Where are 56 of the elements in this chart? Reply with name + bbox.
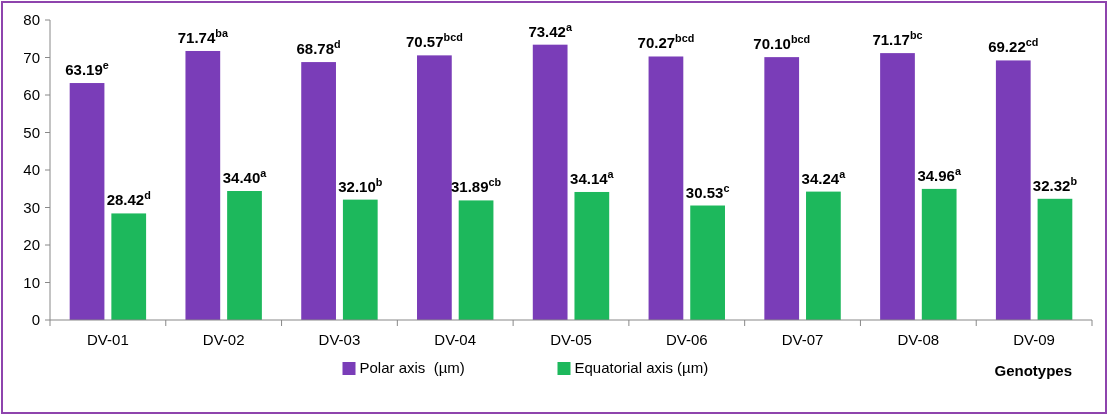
- y-tick-label: 20: [23, 236, 40, 254]
- data-label: 69.22$^{cd}$: [988, 36, 1039, 56]
- bar: [417, 55, 452, 320]
- y-tick-label: 80: [23, 11, 40, 29]
- y-tick-label: 30: [23, 198, 40, 216]
- legend-label: Equatorial axis (µm): [574, 359, 709, 376]
- x-tick-label: DV-03: [318, 331, 361, 348]
- y-tick-label: 60: [23, 86, 40, 104]
- bar: [69, 83, 105, 320]
- data-label: 34.96$^{a}$: [917, 164, 962, 184]
- x-tick-label: DV-08: [897, 331, 940, 348]
- x-tick-label: DV-01: [87, 331, 129, 348]
- bar: [1037, 198, 1073, 320]
- bar: [111, 213, 147, 320]
- data-label: 32.10$^{b}$: [338, 175, 383, 195]
- data-label: 70.27$^{bcd}$: [637, 32, 695, 52]
- data-label: 32.32$^{b}$: [1032, 174, 1078, 194]
- x-tick-label: DV-07: [781, 331, 824, 348]
- x-axis-title: Genotypes: [994, 362, 1072, 379]
- x-tick-label: DV-09: [1013, 331, 1055, 348]
- bar: [301, 62, 336, 320]
- bar: [806, 191, 841, 320]
- bar: [458, 200, 494, 320]
- y-tick-label: 10: [23, 273, 40, 291]
- bar: [921, 188, 957, 320]
- y-tick-label: 70: [23, 48, 40, 66]
- data-label: 71.17$^{bc}$: [872, 29, 923, 49]
- data-label: 30.53$^{c}$: [685, 181, 730, 201]
- x-tick-label: DV-05: [550, 331, 592, 348]
- x-tick-label: DV-06: [665, 331, 708, 348]
- bar: [648, 56, 684, 320]
- bar: [880, 53, 915, 320]
- legend-label: Polar axis (µm): [359, 359, 465, 376]
- bar: [342, 199, 378, 320]
- x-tick-label: DV-02: [202, 331, 245, 348]
- data-label: 73.42$^{a}$: [528, 20, 573, 40]
- y-tick-label: 50: [23, 123, 40, 141]
- data-label: 70.10$^{bcd}$: [753, 33, 811, 53]
- bar: [532, 44, 568, 320]
- y-tick-label: 0: [31, 311, 40, 329]
- bar: [764, 57, 800, 320]
- data-label: 34.40$^{a}$: [222, 167, 268, 186]
- bar: [574, 191, 610, 320]
- data-label: 28.42$^{d}$: [106, 189, 151, 209]
- data-label: 34.14$^{a}$: [570, 167, 615, 187]
- data-label: 63.19$^{e}$: [65, 59, 109, 79]
- data-label: 71.74$^{ba}$: [177, 26, 229, 46]
- data-label: 34.24$^{a}$: [801, 167, 847, 187]
- data-label: 68.78$^{d}$: [296, 38, 341, 58]
- bar: [227, 191, 262, 320]
- x-tick-label: DV-04: [434, 331, 477, 348]
- bar: [185, 50, 221, 320]
- bar: [690, 205, 725, 320]
- y-tick-label: 40: [23, 161, 40, 179]
- bar: [995, 60, 1031, 320]
- data-label: 70.57$^{bcd}$: [406, 31, 463, 51]
